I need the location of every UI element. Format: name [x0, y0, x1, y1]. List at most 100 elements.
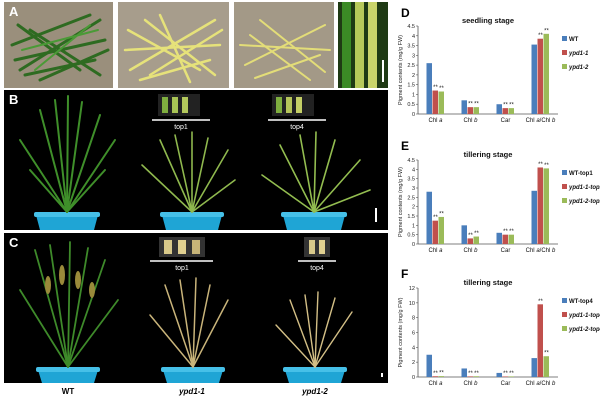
chart-e-y-tick-label: 4: [412, 167, 415, 173]
chart-f-y-tick-label: 2: [412, 360, 415, 366]
chart-d-y-tick-label: 1: [412, 92, 415, 98]
panel-letter-f: F: [401, 267, 408, 281]
leaf-inset-top1-b: [158, 94, 200, 116]
panel-c-heading-plants: top1 top4 C: [4, 233, 388, 383]
genotype-label-wt: WT: [62, 387, 75, 396]
chart-e-legend-swatch-0: [562, 170, 567, 175]
plant-ypd1-2-b: [261, 131, 371, 213]
chart-f-bar-car-0: [496, 372, 502, 377]
chart-f-significance-mark: **: [433, 371, 438, 377]
chart-d-y-tick-label: 4.5: [407, 24, 415, 30]
chart-d-significance-mark: **: [503, 103, 508, 109]
chart-d-bar-car-1: [502, 108, 508, 114]
chart-d-bar-chl-a-chl-b-2: [543, 33, 549, 115]
chart-d-y-tick-label: 3: [412, 53, 415, 59]
chart-f-category-label: Chl a: [428, 381, 443, 387]
chart-f-y-tick-label: 6: [412, 331, 415, 337]
scale-bar-c: [381, 373, 383, 377]
chart-d-y-tick-label: 1.5: [407, 83, 415, 89]
chart-d-bar-chl-a-0: [426, 63, 432, 114]
chart-d-significance-mark: **: [544, 28, 549, 34]
chart-f-legend-swatch-0: [562, 298, 567, 303]
chart-d-category-label: Chl a: [428, 118, 443, 124]
chart-f-legend-label-2: ypd1-2-top4: [568, 327, 600, 333]
chart-f-bar-chl-b-1: [467, 376, 473, 377]
chart-d-y-tick-label: 0.5: [407, 102, 415, 108]
chart-e-bar-chl-a-chl-b-0: [531, 190, 537, 244]
chart-e-bar-chl-a-0: [426, 191, 432, 244]
plant-ypd1-1-c: [149, 277, 229, 368]
chart-e-bar-chl-b-1: [467, 238, 473, 244]
panel-letter-b: B: [9, 92, 18, 107]
chart-e-bar-chl-b-2: [473, 236, 479, 244]
chart-e-bar-chl-a-1: [432, 220, 438, 244]
chart-d-title: seedling stage: [462, 16, 514, 25]
panel-letter-a: A: [9, 4, 19, 19]
chart-e-bar-chl-a-chl-b-1: [537, 167, 543, 244]
chart-f-significance-mark: **: [538, 299, 543, 305]
chart-f-legend-label-1: ypd1-1-top4: [568, 313, 600, 319]
chart-f-category-label: Chl b: [463, 381, 478, 387]
chart-d-legend-label-1: ypd1-1: [568, 51, 589, 57]
chart-d-y-tick-label: 3.5: [407, 44, 415, 50]
chart-d-significance-mark: **: [433, 85, 438, 91]
chart-e-bar-car-0: [496, 232, 502, 244]
chart-e-bar-car-1: [502, 234, 508, 244]
panel-letter-d: D: [401, 6, 410, 20]
chart-e-y-tick-label: 1: [412, 223, 415, 229]
chart-d-bar-chl-a-2: [438, 91, 444, 114]
chart-f-y-tick-label: 8: [412, 316, 415, 322]
chart-e-legend-label-1: ypd1-1-top1: [568, 185, 600, 191]
chart-e-y-tick-label: 2: [412, 205, 415, 211]
leaf-label-top1-c: top1: [175, 265, 189, 272]
chart-e-legend-label-2: ypd1-2-top1: [568, 199, 600, 205]
chart-f-significance-mark: **: [439, 371, 444, 377]
chart-e-y-tick-label: 0: [412, 242, 415, 248]
chart-e-y-tick-label: 1.5: [407, 214, 415, 220]
chart-d-legend-swatch-0: [562, 36, 567, 41]
chart-d-bar-car-2: [508, 108, 514, 114]
chart-d-category-label: Car: [501, 118, 511, 124]
chart-f-bar-car-2: [508, 376, 514, 377]
chart-d-y-tick-label: 2: [412, 73, 415, 79]
chart-f-bar-chl-a-0: [426, 354, 432, 377]
ypd1-1-seedling-leaves: [123, 13, 224, 84]
chart-d-y-axis-label: Pigment contents (mg/g FW): [398, 35, 404, 105]
chart-e-bar-chl-a-2: [438, 216, 444, 244]
panel-b-tillering-plants: top1 top4 B: [4, 90, 388, 230]
plant-ypd1-1-b: [141, 131, 236, 213]
pot-ypd1-2: [281, 212, 347, 230]
chart-f-legend-label-0: WT-top4: [569, 299, 593, 305]
chart-f-significance-mark: **: [544, 351, 549, 357]
leaf-inset-top4-b: [272, 94, 314, 116]
pot-ypd1-1: [160, 212, 224, 230]
chart-d-significance-mark: **: [439, 86, 444, 92]
chart-e-category-label: Chl b: [463, 248, 478, 254]
chart-d-y-tick-label: 2.5: [407, 63, 415, 69]
chart-d-significance-mark: **: [538, 33, 543, 39]
chart-e-significance-mark: **: [509, 229, 514, 235]
chart-f-significance-mark: **: [474, 371, 479, 377]
chart-d-bar-chl-b-2: [473, 107, 479, 114]
chart-d-bar-chl-a-chl-b-0: [531, 44, 537, 115]
chart-e-title: tillering stage: [464, 150, 513, 159]
chart-e-significance-mark: **: [474, 231, 479, 237]
chart-f-category-label: Car: [501, 381, 511, 387]
chart-f-bar-chl-a-1: [432, 376, 438, 377]
chart-d-legend-swatch-2: [562, 64, 567, 69]
panel-a-seedlings: A: [4, 2, 388, 88]
chart-f-legend-swatch-2: [562, 326, 567, 331]
chart-e-bar-chl-a-chl-b-2: [543, 168, 549, 244]
panel-letter-e: E: [401, 139, 409, 153]
chart-e-significance-mark: **: [538, 162, 543, 168]
chart-e-category-label: Car: [501, 248, 511, 254]
plant-wt-b: [19, 95, 116, 213]
chart-d-bar-chl-a-chl-b-1: [537, 38, 543, 114]
chart-d-legend-swatch-1: [562, 50, 567, 55]
chart-d-significance-mark: **: [509, 103, 514, 109]
chart-e-significance-mark: **: [503, 229, 508, 235]
chart-f-y-tick-label: 4: [412, 345, 415, 351]
chart-e-significance-mark: **: [439, 211, 444, 217]
chart-f-bar-chl-a-chl-b-2: [543, 356, 549, 377]
